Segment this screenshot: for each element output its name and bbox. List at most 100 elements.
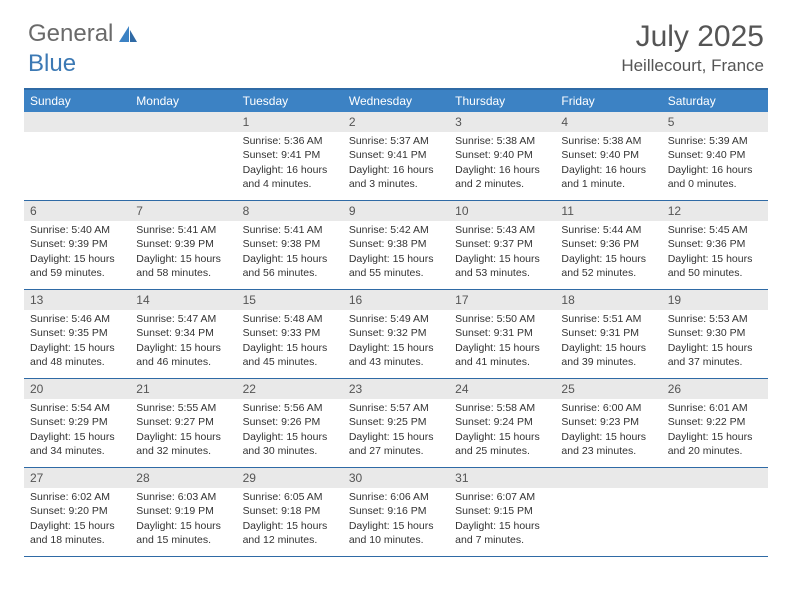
day-body: Sunrise: 5:40 AMSunset: 9:39 PMDaylight:… <box>24 221 130 284</box>
day-body: Sunrise: 5:48 AMSunset: 9:33 PMDaylight:… <box>237 310 343 373</box>
sunset-line: Sunset: 9:18 PM <box>243 504 337 518</box>
day-body: Sunrise: 6:01 AMSunset: 9:22 PMDaylight:… <box>662 399 768 462</box>
day-cell: 14Sunrise: 5:47 AMSunset: 9:34 PMDayligh… <box>130 290 236 378</box>
day-cell: 9Sunrise: 5:42 AMSunset: 9:38 PMDaylight… <box>343 201 449 289</box>
daylight-line: Daylight: 15 hours <box>243 341 337 355</box>
day-cell: 19Sunrise: 5:53 AMSunset: 9:30 PMDayligh… <box>662 290 768 378</box>
day-number: 3 <box>449 112 555 132</box>
sunset-line: Sunset: 9:41 PM <box>243 148 337 162</box>
sail-icon <box>117 24 139 44</box>
day-body: Sunrise: 5:41 AMSunset: 9:39 PMDaylight:… <box>130 221 236 284</box>
empty-cell <box>662 468 768 556</box>
daylight-line: Daylight: 15 hours <box>30 430 124 444</box>
day-number: 14 <box>130 290 236 310</box>
daylight-line: and 3 minutes. <box>349 177 443 191</box>
day-body: Sunrise: 5:39 AMSunset: 9:40 PMDaylight:… <box>662 132 768 195</box>
daylight-line: and 56 minutes. <box>243 266 337 280</box>
day-body: Sunrise: 5:43 AMSunset: 9:37 PMDaylight:… <box>449 221 555 284</box>
sunrise-line: Sunrise: 6:03 AM <box>136 490 230 504</box>
day-body <box>555 488 661 494</box>
weekday-header: Monday <box>130 90 236 112</box>
day-body: Sunrise: 5:50 AMSunset: 9:31 PMDaylight:… <box>449 310 555 373</box>
day-cell: 18Sunrise: 5:51 AMSunset: 9:31 PMDayligh… <box>555 290 661 378</box>
day-body: Sunrise: 5:53 AMSunset: 9:30 PMDaylight:… <box>662 310 768 373</box>
daylight-line: and 55 minutes. <box>349 266 443 280</box>
sunset-line: Sunset: 9:30 PM <box>668 326 762 340</box>
day-body: Sunrise: 5:54 AMSunset: 9:29 PMDaylight:… <box>24 399 130 462</box>
day-body: Sunrise: 5:49 AMSunset: 9:32 PMDaylight:… <box>343 310 449 373</box>
daylight-line: and 25 minutes. <box>455 444 549 458</box>
day-body: Sunrise: 6:06 AMSunset: 9:16 PMDaylight:… <box>343 488 449 551</box>
day-body <box>130 132 236 138</box>
daylight-line: and 32 minutes. <box>136 444 230 458</box>
day-body: Sunrise: 5:45 AMSunset: 9:36 PMDaylight:… <box>662 221 768 284</box>
sunset-line: Sunset: 9:40 PM <box>561 148 655 162</box>
day-number: 8 <box>237 201 343 221</box>
day-body <box>24 132 130 138</box>
day-cell: 5Sunrise: 5:39 AMSunset: 9:40 PMDaylight… <box>662 112 768 200</box>
sunset-line: Sunset: 9:22 PM <box>668 415 762 429</box>
title-block: July 2025 Heillecourt, France <box>621 20 764 76</box>
sunset-line: Sunset: 9:26 PM <box>243 415 337 429</box>
weekday-header: Saturday <box>662 90 768 112</box>
sunrise-line: Sunrise: 5:57 AM <box>349 401 443 415</box>
daylight-line: Daylight: 15 hours <box>30 341 124 355</box>
day-number: 7 <box>130 201 236 221</box>
day-number: 18 <box>555 290 661 310</box>
daylight-line: and 12 minutes. <box>243 533 337 547</box>
day-body: Sunrise: 5:46 AMSunset: 9:35 PMDaylight:… <box>24 310 130 373</box>
sunrise-line: Sunrise: 5:37 AM <box>349 134 443 148</box>
day-number: 17 <box>449 290 555 310</box>
day-cell: 30Sunrise: 6:06 AMSunset: 9:16 PMDayligh… <box>343 468 449 556</box>
day-cell: 3Sunrise: 5:38 AMSunset: 9:40 PMDaylight… <box>449 112 555 200</box>
day-body: Sunrise: 5:55 AMSunset: 9:27 PMDaylight:… <box>130 399 236 462</box>
empty-cell <box>130 112 236 200</box>
daylight-line: and 59 minutes. <box>30 266 124 280</box>
daylight-line: Daylight: 15 hours <box>243 519 337 533</box>
day-cell: 17Sunrise: 5:50 AMSunset: 9:31 PMDayligh… <box>449 290 555 378</box>
daylight-line: and 2 minutes. <box>455 177 549 191</box>
day-number: 27 <box>24 468 130 488</box>
sunset-line: Sunset: 9:39 PM <box>30 237 124 251</box>
day-cell: 20Sunrise: 5:54 AMSunset: 9:29 PMDayligh… <box>24 379 130 467</box>
day-cell: 22Sunrise: 5:56 AMSunset: 9:26 PMDayligh… <box>237 379 343 467</box>
daylight-line: and 1 minute. <box>561 177 655 191</box>
calendar-week: 27Sunrise: 6:02 AMSunset: 9:20 PMDayligh… <box>24 468 768 557</box>
sunrise-line: Sunrise: 6:01 AM <box>668 401 762 415</box>
sunrise-line: Sunrise: 5:46 AM <box>30 312 124 326</box>
day-number <box>130 112 236 132</box>
sunset-line: Sunset: 9:33 PM <box>243 326 337 340</box>
day-body: Sunrise: 6:02 AMSunset: 9:20 PMDaylight:… <box>24 488 130 551</box>
sunrise-line: Sunrise: 5:38 AM <box>455 134 549 148</box>
calendar-week: 13Sunrise: 5:46 AMSunset: 9:35 PMDayligh… <box>24 290 768 379</box>
day-cell: 21Sunrise: 5:55 AMSunset: 9:27 PMDayligh… <box>130 379 236 467</box>
daylight-line: Daylight: 15 hours <box>136 341 230 355</box>
daylight-line: and 0 minutes. <box>668 177 762 191</box>
sunrise-line: Sunrise: 5:56 AM <box>243 401 337 415</box>
daylight-line: and 27 minutes. <box>349 444 443 458</box>
sunrise-line: Sunrise: 5:51 AM <box>561 312 655 326</box>
day-cell: 26Sunrise: 6:01 AMSunset: 9:22 PMDayligh… <box>662 379 768 467</box>
sunset-line: Sunset: 9:31 PM <box>561 326 655 340</box>
sunset-line: Sunset: 9:35 PM <box>30 326 124 340</box>
day-body: Sunrise: 5:37 AMSunset: 9:41 PMDaylight:… <box>343 132 449 195</box>
daylight-line: Daylight: 15 hours <box>561 430 655 444</box>
weekday-header: Wednesday <box>343 90 449 112</box>
day-number: 1 <box>237 112 343 132</box>
weekday-header: Friday <box>555 90 661 112</box>
day-number: 19 <box>662 290 768 310</box>
day-number: 25 <box>555 379 661 399</box>
daylight-line: Daylight: 15 hours <box>30 519 124 533</box>
day-cell: 8Sunrise: 5:41 AMSunset: 9:38 PMDaylight… <box>237 201 343 289</box>
calendar-week: 20Sunrise: 5:54 AMSunset: 9:29 PMDayligh… <box>24 379 768 468</box>
daylight-line: Daylight: 15 hours <box>455 341 549 355</box>
day-body: Sunrise: 5:56 AMSunset: 9:26 PMDaylight:… <box>237 399 343 462</box>
daylight-line: and 7 minutes. <box>455 533 549 547</box>
daylight-line: and 46 minutes. <box>136 355 230 369</box>
sunset-line: Sunset: 9:36 PM <box>668 237 762 251</box>
daylight-line: Daylight: 15 hours <box>455 252 549 266</box>
weeks-container: 1Sunrise: 5:36 AMSunset: 9:41 PMDaylight… <box>24 112 768 557</box>
daylight-line: and 30 minutes. <box>243 444 337 458</box>
day-number: 15 <box>237 290 343 310</box>
day-number: 23 <box>343 379 449 399</box>
